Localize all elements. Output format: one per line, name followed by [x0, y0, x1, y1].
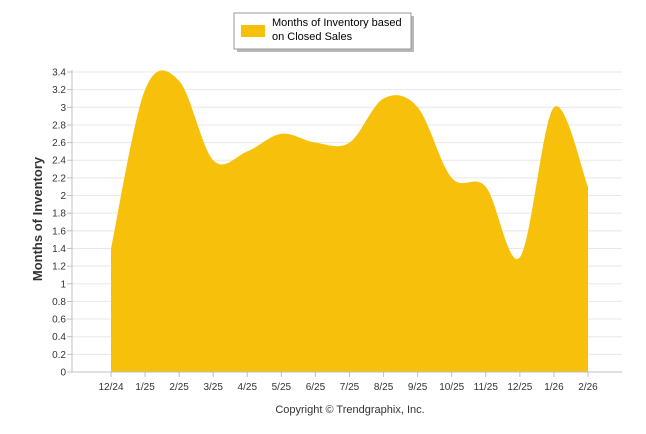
- x-tick-label: 1/26: [544, 382, 564, 393]
- x-tick-label: 3/25: [203, 382, 223, 393]
- legend-label-line1: Months of Inventory based: [272, 17, 402, 29]
- y-tick-label: 3.4: [52, 68, 66, 79]
- y-tick-label: 1.4: [52, 244, 66, 255]
- x-tick-label: 2/25: [169, 382, 189, 393]
- y-tick-label: 0.4: [52, 332, 66, 343]
- y-tick-label: 2.2: [52, 173, 66, 184]
- x-tick-label: 6/25: [306, 382, 326, 393]
- x-ticks: 12/24 1/25 2/25 3/25 4/25 5/25 6/25 7/25 8/25 9/2…: [98, 372, 598, 393]
- series-area: [111, 70, 588, 372]
- y-ticks: 0 0.2 0.4 0.6 0.8 1 1.2 1.4 1.6 1.8 2 2.2 2.4 2.6 2.8 3…: [52, 68, 72, 379]
- x-tick-label: 9/25: [408, 382, 428, 393]
- y-tick-label: 1.2: [52, 262, 66, 273]
- y-tick-label: 1: [60, 279, 66, 290]
- y-tick-label: 0.6: [52, 315, 66, 326]
- x-tick-label: 7/25: [340, 382, 360, 393]
- y-tick-label: 2.6: [52, 138, 66, 149]
- y-tick-label: 3.2: [52, 85, 66, 96]
- legend: Months of Inventory based on Closed Sale…: [233, 12, 414, 52]
- x-tick-label: 4/25: [238, 382, 258, 393]
- y-axis-title: Months of Inventory: [30, 156, 45, 281]
- y-tick-label: 3: [60, 103, 66, 114]
- y-tick-label: 0: [60, 368, 66, 379]
- x-tick-label: 1/25: [135, 382, 155, 393]
- axes: [71, 70, 622, 373]
- x-tick-label: 5/25: [272, 382, 292, 393]
- legend-swatch: [241, 25, 265, 37]
- y-tick-label: 1.6: [52, 226, 66, 237]
- y-tick-label: 2.8: [52, 120, 66, 131]
- x-tick-label: 8/25: [374, 382, 394, 393]
- x-tick-label: 10/25: [439, 382, 464, 393]
- x-tick-label: 2/26: [578, 382, 598, 393]
- legend-label-line2: on Closed Sales: [272, 31, 353, 43]
- y-tick-label: 0.8: [52, 297, 66, 308]
- x-tick-label: 11/25: [474, 382, 499, 393]
- x-tick-label: 12/25: [507, 382, 532, 393]
- y-tick-label: 2.4: [52, 156, 66, 167]
- copyright-footer: Copyright © Trendgraphix, Inc.: [275, 404, 424, 416]
- y-tick-label: 0.2: [52, 350, 66, 361]
- x-tick-label: 12/24: [98, 382, 123, 393]
- y-tick-label: 1.8: [52, 209, 66, 220]
- y-tick-label: 2: [60, 191, 66, 202]
